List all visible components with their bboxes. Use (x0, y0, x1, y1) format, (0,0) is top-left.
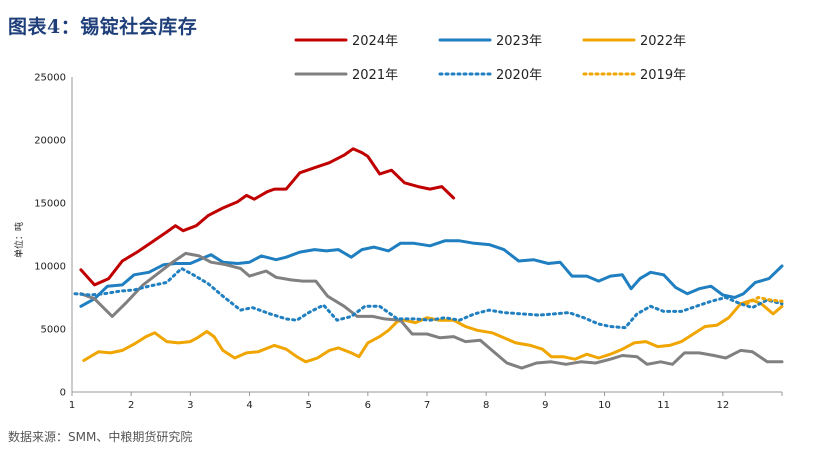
data-source: 数据来源：SMM、中粮期货研究院 (8, 430, 193, 444)
legend-label-1: 2023年 (496, 34, 542, 49)
y-axis-label: 单位：吨 (13, 222, 25, 258)
x-tick-label: 9 (542, 400, 548, 411)
legend-label-4: 2020年 (496, 68, 542, 83)
y-tick-label: 20000 (34, 136, 66, 147)
x-tick-label: 1 (69, 400, 75, 411)
series-line-0 (79, 147, 456, 287)
chart-title: 图表4：锡锭社会库存 (8, 16, 198, 38)
series-lines (73, 147, 784, 370)
x-tick-label: 6 (365, 400, 371, 411)
legend-label-3: 2021年 (352, 68, 398, 83)
series-line-1 (79, 239, 784, 308)
y-tick-label: 5000 (41, 325, 66, 336)
y-tick-label: 25000 (34, 73, 66, 84)
legend-label-2: 2022年 (640, 34, 686, 49)
x-tick-label: 8 (483, 400, 489, 411)
y-tick-label: 10000 (34, 262, 66, 273)
y-tick-label: 15000 (34, 199, 66, 210)
series-line-5 (745, 296, 784, 306)
x-tick-label: 5 (305, 400, 311, 411)
legend: 2024年 2023年 2022年 2021年 2020年 2019年 (294, 34, 686, 83)
x-tick-label: 12 (716, 400, 729, 411)
y-tick-label: 0 (60, 388, 66, 399)
x-tick-label: 10 (598, 400, 611, 411)
series-line-2 (82, 298, 784, 364)
legend-label-5: 2019年 (640, 68, 686, 83)
x-tick-label: 3 (187, 400, 193, 411)
x-tick-label: 11 (657, 400, 670, 411)
x-tick-label: 2 (128, 400, 134, 411)
series-line-4 (73, 267, 784, 330)
x-tick-label: 7 (424, 400, 430, 411)
series-line-3 (79, 251, 784, 370)
x-tick-label: 4 (246, 400, 252, 411)
legend-label-0: 2024年 (352, 34, 398, 49)
